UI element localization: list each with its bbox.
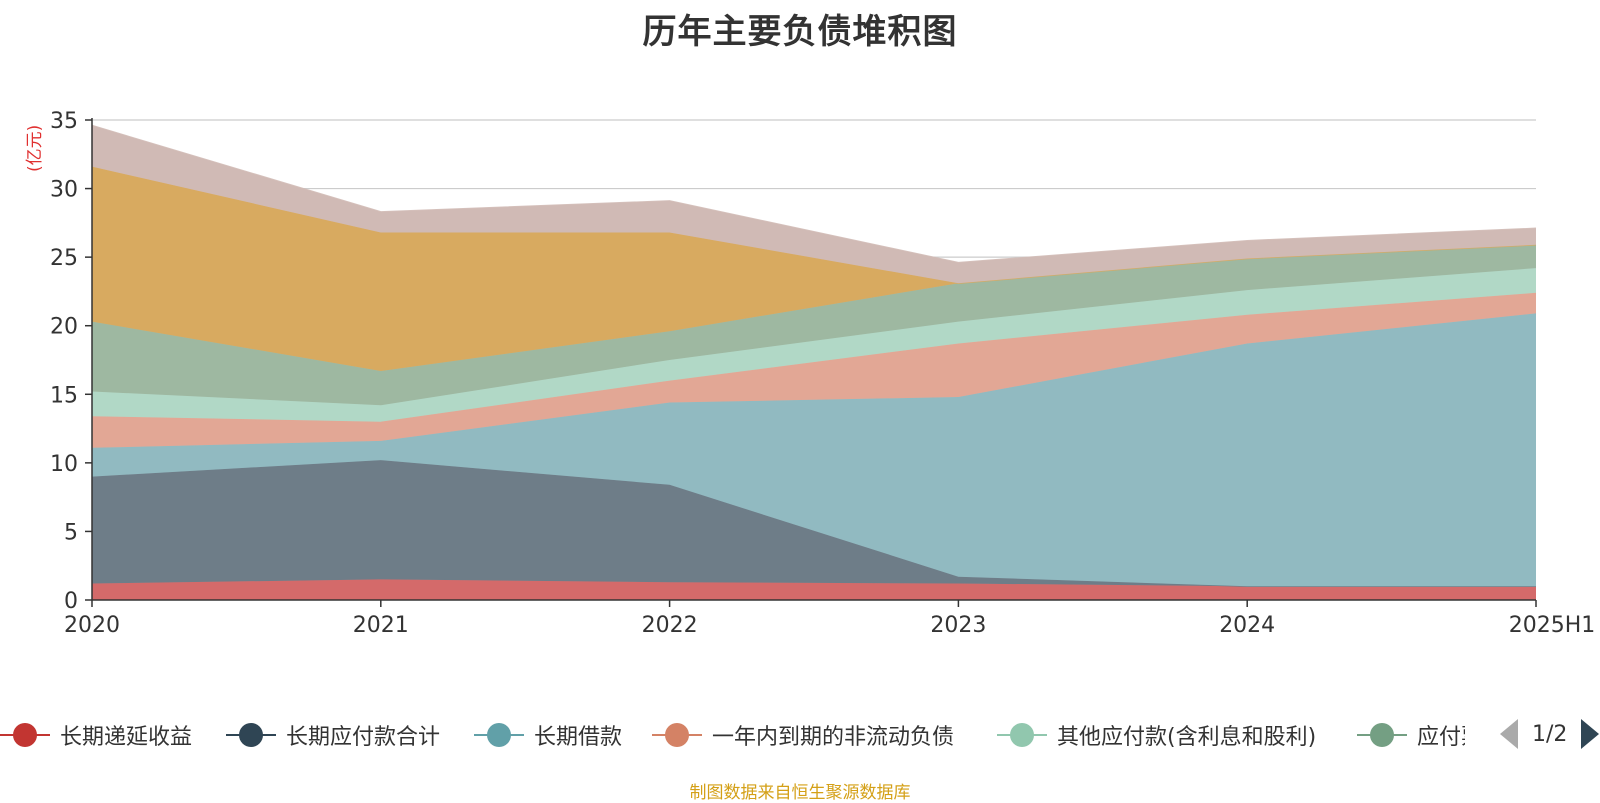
legend-item[interactable]: 其他应付款(含利息和股利): [997, 718, 1316, 752]
legend-marker-icon: [997, 723, 1047, 747]
area-series-2: [92, 313, 1536, 587]
legend-label: 长期借款: [534, 725, 623, 750]
legend-marker-icon: [226, 723, 276, 747]
y-tick-label: 10: [50, 452, 78, 477]
legend-items: 长期递延收益 长期应付款合计 长期借款 一年内到期的非流动负债 其他应付款(含利息和股利…: [0, 718, 1465, 752]
y-tick-label: 35: [50, 109, 78, 134]
chart-title: 历年主要负债堆积图: [642, 12, 958, 52]
legend-label: 应付票据: [1417, 725, 1465, 750]
area-series: [91, 124, 1537, 600]
area-series-7: [92, 125, 1536, 284]
legend-marker-icon: [652, 723, 702, 747]
legend-next-page-icon[interactable]: [1581, 719, 1600, 749]
area-series-6: [92, 166, 1536, 371]
legend-item[interactable]: 一年内到期的非流动负债: [652, 718, 954, 752]
legend-item[interactable]: 长期应付款合计: [226, 718, 440, 752]
legend-item[interactable]: 应付票据: [1357, 718, 1465, 752]
x-tick-label: 2023: [930, 613, 986, 638]
legend-prev-page-icon[interactable]: [1500, 719, 1518, 749]
y-tick-label: 5: [64, 520, 78, 545]
area-edge-7: [91, 124, 1537, 264]
y-tick-label: 15: [50, 383, 78, 408]
legend-label: 一年内到期的非流动负债: [712, 725, 955, 750]
area-series-3: [92, 292, 1536, 448]
area-series-1: [92, 460, 1536, 587]
legend-page-indicator: 1/2: [1532, 721, 1568, 747]
y-tick-label: 30: [50, 178, 78, 203]
x-tick-label: 2021: [353, 613, 409, 638]
area-series-0: [92, 579, 1536, 600]
legend-item[interactable]: 长期借款: [474, 718, 622, 752]
x-tick-label: 2020: [64, 613, 120, 638]
x-tick-label: 2025H1: [1509, 613, 1596, 638]
stacked-area-chart: 0 5 10 15 20 25 30 35 2020 2021 2022 2023 2024 2025H1: [50, 109, 1595, 638]
area-series-5: [92, 244, 1536, 406]
y-tick-label: 25: [50, 246, 78, 271]
tick-labels: 0 5 10 15 20 25 30 35 2020 2021 2022 2023 2024 2025H1: [50, 109, 1595, 638]
x-tick-label: 2022: [642, 613, 698, 638]
legend-marker-icon: [0, 723, 50, 747]
legend: 长期递延收益 长期应付款合计 长期借款 一年内到期的非流动负债 其他应付款(含利息和股利…: [0, 718, 1600, 752]
legend-label: 长期递延收益: [60, 725, 193, 750]
legend-pager: 1/2: [1500, 716, 1600, 752]
data-source-note: 制图数据来自恒生聚源数据库: [689, 783, 911, 803]
legend-marker-icon: [474, 723, 524, 747]
legend-label: 其他应付款(含利息和股利): [1057, 725, 1317, 750]
legend-label: 长期应付款合计: [286, 725, 441, 750]
legend-item[interactable]: 长期递延收益: [0, 718, 192, 752]
area-series-4: [92, 268, 1536, 422]
y-tick-label: 20: [50, 315, 78, 340]
axes: [85, 118, 1537, 607]
y-tick-label: 0: [64, 589, 78, 614]
legend-marker-icon: [1357, 723, 1407, 747]
x-tick-label: 2024: [1219, 613, 1275, 638]
